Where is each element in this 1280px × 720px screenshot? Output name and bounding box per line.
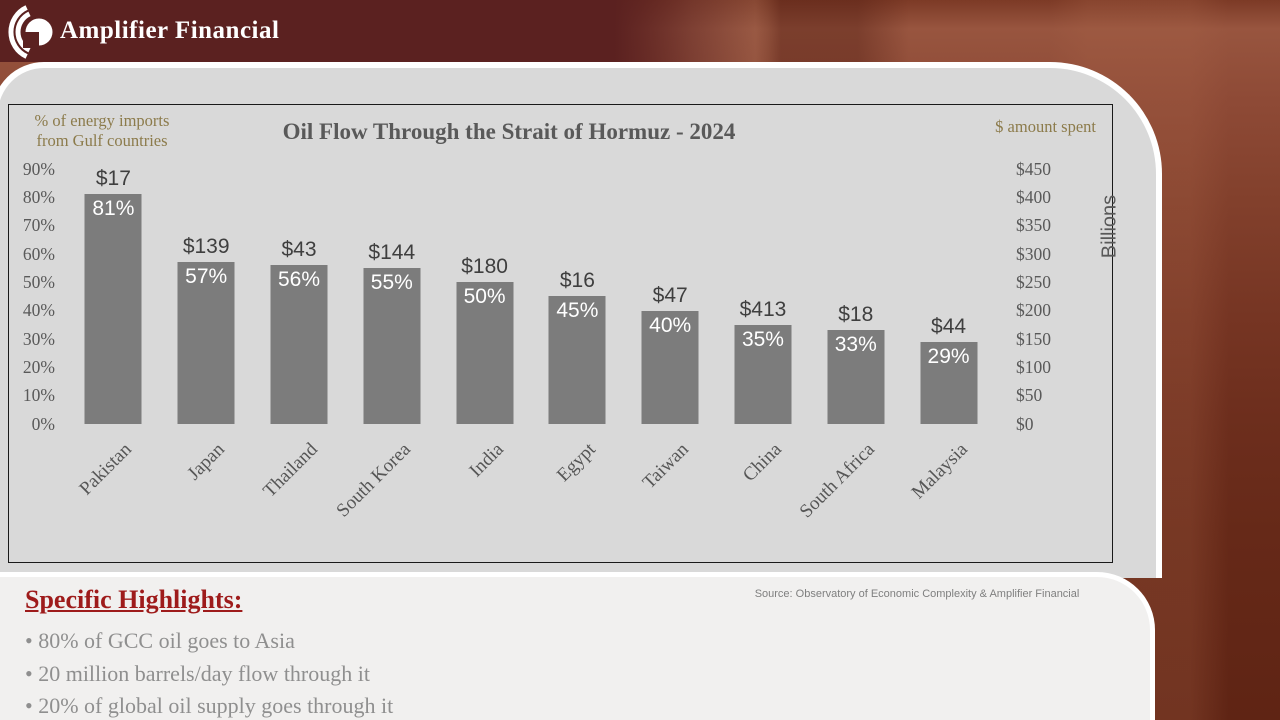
right-axis-tick: $0 bbox=[1016, 413, 1034, 434]
highlights-panel: Specific Highlights: • 80% of GCC oil go… bbox=[0, 572, 1155, 720]
amplifier-logo-icon bbox=[2, 3, 58, 59]
bar: 45% bbox=[548, 296, 606, 424]
bar-amount-label: $47 bbox=[652, 284, 688, 307]
highlight-bullet: • 80% of GCC oil goes to Asia bbox=[25, 628, 295, 653]
bar-percent-label: 50% bbox=[463, 285, 506, 308]
left-axis-tick: 20% bbox=[22, 356, 55, 377]
right-axis-tick: $150 bbox=[1016, 328, 1051, 349]
left-axis-tick: 30% bbox=[22, 328, 55, 349]
brand-name: Amplifier Financial bbox=[60, 17, 280, 44]
bar: 40% bbox=[641, 311, 699, 424]
category-labels: Pakistan Japan Thailand South Korea India Egy… bbox=[67, 439, 995, 564]
bar-percent-label: 29% bbox=[927, 345, 970, 368]
left-axis-tick: 80% bbox=[22, 186, 55, 207]
bar-slot: $16 45% bbox=[531, 169, 624, 424]
bar-slot: $44 29% bbox=[902, 169, 995, 424]
left-axis-tick: 60% bbox=[22, 243, 55, 264]
bar-amount-label: $44 bbox=[931, 315, 967, 338]
bar-amount-label: $18 bbox=[838, 303, 874, 326]
left-axis-tick: 70% bbox=[22, 215, 55, 236]
right-axis-tick: $450 bbox=[1016, 158, 1051, 179]
bar: 57% bbox=[177, 262, 235, 424]
right-axis-tick: $400 bbox=[1016, 186, 1051, 207]
left-axis-tick: 50% bbox=[22, 271, 55, 292]
highlights-title: Specific Highlights: bbox=[25, 585, 243, 614]
left-axis-title-line1: % of energy imports bbox=[34, 111, 170, 130]
bar-amount-label: $17 bbox=[95, 167, 131, 190]
header-bar: Amplifier Financial bbox=[0, 0, 1280, 62]
bar-percent-label: 81% bbox=[92, 197, 135, 220]
right-axis-tick: $250 bbox=[1016, 271, 1051, 292]
bar: 55% bbox=[363, 268, 421, 424]
left-axis-tick: 10% bbox=[22, 385, 55, 406]
bar: 33% bbox=[827, 330, 885, 424]
bar-percent-label: 35% bbox=[741, 328, 784, 351]
bar-slot: $18 33% bbox=[809, 169, 902, 424]
highlight-bullet: • 20% of global oil supply goes through … bbox=[25, 693, 394, 718]
left-axis-tick: 0% bbox=[31, 413, 55, 434]
right-axis-tick: $350 bbox=[1016, 215, 1051, 236]
chart-title: Oil Flow Through the Strait of Hormuz - … bbox=[282, 119, 736, 144]
bar-slot: $43 56% bbox=[253, 169, 346, 424]
bar-percent-label: 57% bbox=[185, 265, 228, 288]
bar-amount-label: $139 bbox=[182, 235, 230, 258]
highlights-list: • 80% of GCC oil goes to Asia • 20 millio… bbox=[25, 625, 393, 720]
bar-amount-label: $180 bbox=[461, 255, 508, 278]
bar-percent-label: 40% bbox=[649, 314, 692, 337]
bar-slot: $139 57% bbox=[160, 169, 253, 424]
bar: 50% bbox=[456, 282, 514, 424]
bar-percent-label: 33% bbox=[834, 333, 877, 356]
left-axis-title-line2: from Gulf countries bbox=[36, 131, 168, 150]
bar-percent-label: 55% bbox=[370, 271, 413, 294]
right-axis-tick: $200 bbox=[1016, 300, 1051, 321]
bar-amount-label: $43 bbox=[281, 238, 317, 261]
bars-area: $17 81% $139 57% $43 56% $144 55% $180 50% $16 45% $… bbox=[67, 167, 995, 424]
left-axis-ticks: 90% 80% 70% 60% 50% 40% 30% 20% 10% 0% bbox=[9, 155, 55, 438]
bar-amount-label: $16 bbox=[559, 269, 595, 292]
brand: Amplifier Financial bbox=[2, 3, 279, 59]
source-note: Source: Observatory of Economic Complexi… bbox=[754, 588, 1080, 600]
bar-slot: $180 50% bbox=[438, 169, 531, 424]
right-axis-tick: $50 bbox=[1016, 385, 1043, 406]
bar: 56% bbox=[270, 265, 328, 424]
left-axis-tick: 90% bbox=[22, 158, 55, 179]
right-axis-ticks: $450 $400 $350 $300 $250 $200 $150 $100 $50 $0 bbox=[1016, 155, 1076, 438]
bar-amount-label: $144 bbox=[368, 241, 416, 264]
right-axis-unit-label: Billions bbox=[1098, 194, 1121, 259]
bar-slot: $47 40% bbox=[624, 169, 717, 424]
bar: 35% bbox=[734, 325, 792, 424]
left-axis-tick: 40% bbox=[22, 300, 55, 321]
bar: 81% bbox=[84, 194, 142, 424]
chart-frame: % of energy imports from Gulf countries … bbox=[8, 104, 1121, 564]
bar-percent-label: 45% bbox=[556, 299, 599, 322]
right-axis-tick: $300 bbox=[1016, 243, 1051, 264]
bar-slot: $413 35% bbox=[717, 169, 810, 424]
bar-slot: $17 81% bbox=[67, 167, 160, 424]
right-axis-tick: $100 bbox=[1016, 356, 1051, 377]
bar: 29% bbox=[920, 342, 978, 424]
highlight-bullet: • 20 million barrels/day flow through it bbox=[25, 660, 370, 686]
bar-slot: $144 55% bbox=[345, 169, 438, 424]
bar-percent-label: 56% bbox=[277, 268, 320, 291]
left-axis-title: % of energy imports from Gulf countries bbox=[17, 111, 187, 151]
right-axis-title: $ amount spent bbox=[995, 117, 1096, 136]
bar-amount-label: $413 bbox=[739, 298, 787, 321]
